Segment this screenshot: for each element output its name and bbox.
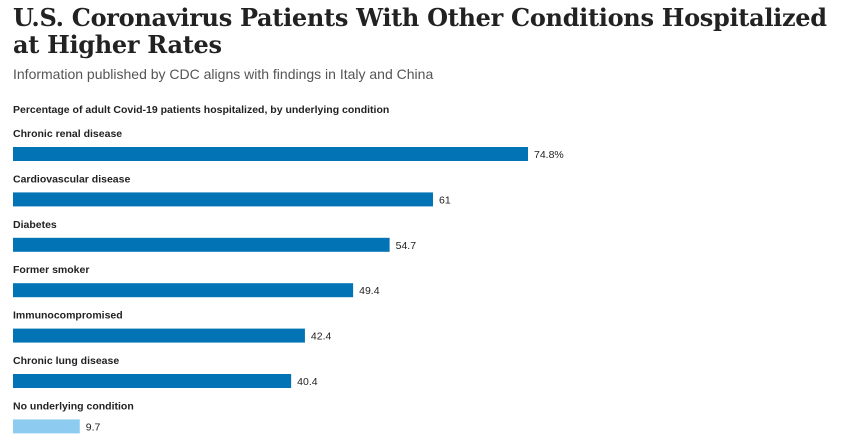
chart-subtitle: Information published by CDC aligns with…	[13, 66, 434, 82]
category-label: Diabetes	[13, 219, 57, 231]
category-label: No underlying condition	[13, 400, 134, 412]
value-label: 9.7	[86, 421, 101, 433]
chart-description: Percentage of adult Covid-19 patients ho…	[13, 104, 390, 116]
bar	[13, 283, 354, 298]
value-label: 54.7	[396, 240, 417, 252]
value-label: 74.8%	[534, 149, 564, 161]
category-label: Immunocompromised	[13, 310, 123, 322]
category-label: Chronic lung disease	[13, 355, 119, 367]
category-label: Cardiovascular disease	[13, 173, 130, 185]
bar	[13, 237, 390, 252]
category-label: Chronic renal disease	[13, 128, 122, 140]
bar	[13, 147, 528, 161]
bar	[13, 192, 433, 207]
value-label: 40.4	[297, 376, 318, 388]
category-label: Former smoker	[13, 264, 89, 276]
value-label: 61	[439, 194, 451, 206]
chart-title: U.S. Coronavirus Patients With Other Con…	[13, 3, 827, 59]
bar	[13, 419, 80, 434]
value-label: 49.4	[359, 285, 380, 297]
value-label: 42.4	[311, 331, 332, 343]
bar	[13, 374, 292, 388]
bar	[13, 328, 305, 343]
